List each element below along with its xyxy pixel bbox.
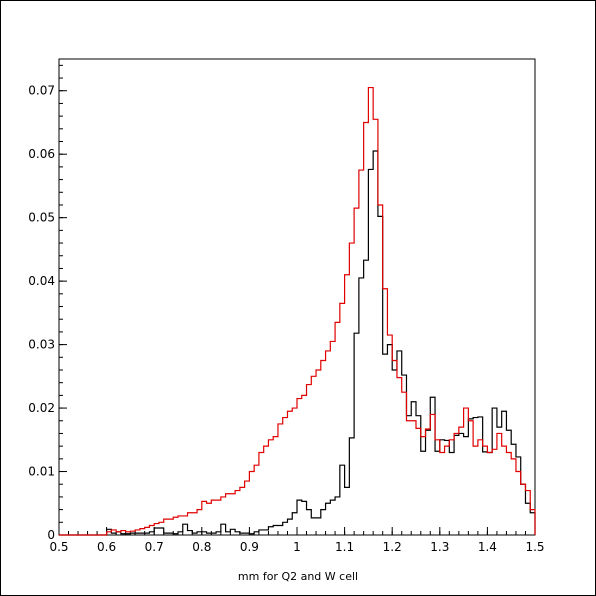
x-tick-label: 0.6	[97, 540, 116, 554]
y-tick-label: 0.01	[28, 465, 55, 479]
x-tick-label: 0.8	[192, 540, 211, 554]
y-tick-label: 0.04	[28, 274, 55, 288]
y-tick-label: 0.05	[28, 211, 55, 225]
y-tick-label: 0.03	[28, 338, 55, 352]
histogram-series-1	[59, 86, 536, 536]
y-tick-label: 0.02	[28, 401, 55, 415]
histogram-series-0	[59, 150, 536, 536]
x-tick-label: 1.1	[335, 540, 354, 554]
x-tick-label: 0.5	[49, 540, 68, 554]
x-tick-label: 0.9	[240, 540, 259, 554]
y-tick-label: 0.07	[28, 84, 55, 98]
y-tick-label: 0.06	[28, 147, 55, 161]
x-ticks: 0.5 0.6 0.7 0.8 0.9 1 1.1 1.2 1.3 1.4 1.5	[49, 527, 545, 554]
x-axis-label: mm for Q2 and W cell	[237, 570, 359, 583]
plot-area: 0.5 0.6 0.7 0.8 0.9 1 1.1 1.2 1.3 1.4 1.5 0 0.01 0.0…	[28, 58, 545, 554]
x-tick-label: 1.5	[525, 540, 544, 554]
y-tick-label: 0	[47, 528, 55, 542]
x-tick-label: 1.4	[478, 540, 497, 554]
x-tick-label: 1.3	[430, 540, 449, 554]
axes-box	[58, 58, 536, 536]
x-tick-label: 1	[293, 540, 301, 554]
x-tick-label: 0.7	[145, 540, 164, 554]
y-ticks: 0 0.01 0.02 0.03 0.04 0.05 0.06 0.07	[28, 64, 67, 542]
x-tick-label: 1.2	[383, 540, 402, 554]
series-layer	[59, 86, 536, 536]
